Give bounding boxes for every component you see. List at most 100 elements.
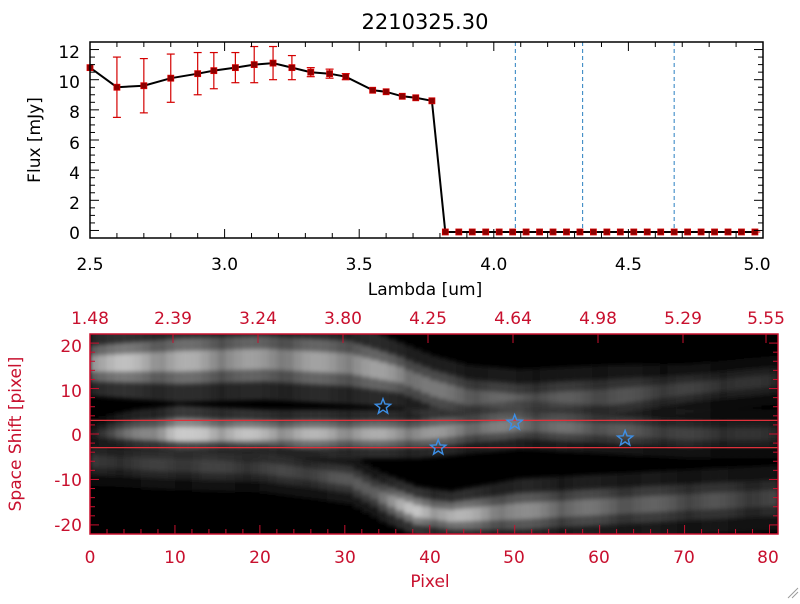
flux-point — [140, 82, 148, 90]
trace-cell — [327, 427, 337, 441]
trace-cell — [625, 387, 635, 403]
flux-point — [724, 228, 732, 236]
trace-cell — [599, 498, 609, 515]
trace-cell — [157, 458, 168, 472]
pixel-tick-label-0: 0 — [85, 548, 96, 568]
trace-cell — [293, 350, 303, 372]
trace-cell — [761, 427, 771, 441]
flux-point — [616, 228, 624, 236]
flux-point — [210, 67, 218, 75]
top-tick-label-5: 4.25 — [409, 309, 447, 329]
trace-cell — [302, 427, 312, 441]
flux-point — [670, 228, 678, 236]
wavelength-tick-labels: 1.48 2.39 3.24 3.80 4.25 4.64 4.98 5.29 … — [71, 309, 785, 329]
flux-point — [250, 61, 258, 69]
flux-point — [630, 228, 638, 236]
trace-cell — [744, 376, 754, 389]
top-tick-label-9: 5.55 — [747, 309, 785, 329]
spectrum-x-axis-label: Lambda [um] — [368, 280, 482, 300]
trace-cell — [480, 390, 490, 408]
trace-cell — [200, 460, 210, 473]
trace-cell — [395, 498, 405, 511]
trace-cell — [183, 426, 193, 442]
trace-cell — [693, 493, 703, 510]
pixel-tick-label-10: 10 — [164, 548, 186, 568]
trace-cell — [115, 428, 125, 440]
trace-cell — [140, 427, 151, 441]
trace-cell — [514, 503, 524, 520]
trace-cell — [633, 386, 643, 402]
trace-cell — [344, 473, 354, 486]
trace-cell — [710, 427, 720, 441]
trace-cell — [523, 419, 533, 432]
trace-cell — [378, 427, 388, 441]
trace-cell — [472, 422, 482, 435]
flux-point — [428, 97, 436, 105]
flux-point — [369, 86, 377, 94]
trace-cell — [531, 502, 541, 519]
trace-cell — [234, 349, 244, 370]
source-star-marker — [505, 412, 525, 431]
trace-cell — [106, 429, 117, 439]
flux-point — [288, 64, 296, 72]
trace-cell — [489, 505, 499, 521]
y-tick-label-4: 4 — [69, 164, 80, 184]
trace-cell — [429, 380, 439, 397]
spectral-image-panel: 1.48 2.39 3.24 3.80 4.25 4.64 4.98 5.29 … — [6, 309, 785, 592]
trace-cell — [557, 391, 567, 409]
trace-cell — [361, 357, 371, 377]
trace-cell — [438, 425, 448, 438]
trace-cell — [370, 427, 380, 441]
trace-cell — [319, 351, 329, 373]
trace-cell — [208, 460, 219, 473]
trace-cell — [208, 350, 219, 371]
resize-grip[interactable] — [787, 587, 799, 599]
flux-point — [536, 228, 543, 236]
trace-cell — [701, 380, 711, 394]
trace-cell — [353, 355, 363, 376]
flux-point — [576, 228, 584, 236]
trace-cell — [123, 353, 134, 372]
trace-cell — [531, 393, 541, 410]
x-tick-label-4-0: 4.0 — [480, 255, 507, 275]
trace-cell — [667, 383, 677, 397]
trace-cell — [336, 352, 346, 374]
trace-cell — [599, 389, 609, 406]
trace-cell — [404, 427, 414, 441]
trace-cell — [565, 421, 575, 434]
trace-cell — [625, 424, 635, 437]
trace-cell — [421, 376, 431, 394]
trace-cell — [608, 498, 618, 515]
trace-cell — [217, 349, 227, 371]
trace-cell — [761, 490, 771, 507]
trace-cell — [438, 382, 448, 399]
trace-cell — [421, 427, 431, 440]
trace-cell — [582, 390, 592, 407]
top-tick-label-6: 4.64 — [494, 309, 532, 329]
trace-cell — [625, 497, 635, 514]
trace-cell — [599, 423, 609, 436]
trace-cell — [684, 494, 694, 511]
trace-cell — [438, 508, 448, 521]
flux-point — [522, 228, 530, 236]
trace-cell — [217, 427, 227, 441]
trace-cell — [667, 426, 677, 440]
trace-cell — [429, 507, 439, 520]
x-tick-label-3-5: 3.5 — [346, 255, 373, 275]
trace-cell — [293, 427, 303, 441]
flux-point — [412, 94, 420, 102]
trace-cell — [616, 424, 626, 437]
trace-cell — [650, 426, 660, 439]
trace-cell — [149, 458, 159, 471]
wavelength-marker-lines — [514, 42, 675, 238]
trace-cell — [735, 427, 745, 441]
trace-cell — [106, 354, 117, 372]
trace-cell — [183, 459, 193, 473]
pixel-tick-label-40: 40 — [419, 548, 441, 568]
trace-cell — [752, 375, 762, 389]
trace-cell — [174, 351, 185, 372]
trace-cell — [540, 501, 550, 519]
trace-cell — [132, 353, 142, 372]
trace-cell — [472, 390, 482, 407]
space-shift-tick-labels: -20 -10 0 10 20 — [54, 337, 82, 536]
